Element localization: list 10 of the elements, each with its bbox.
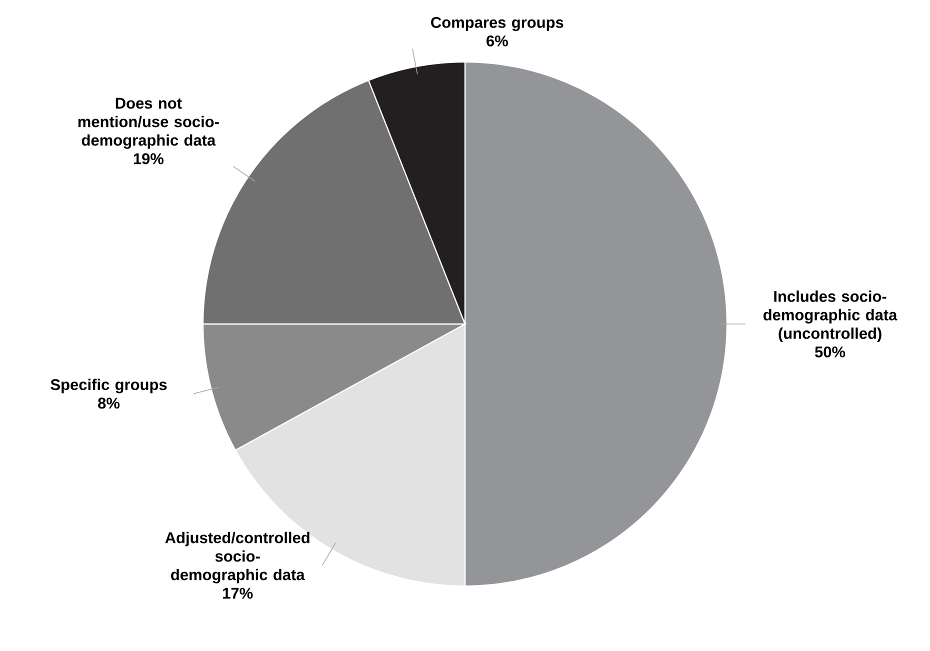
slice-label: Specific groups	[50, 378, 167, 394]
data-label: 6%	[486, 35, 508, 46]
data-label: 19%	[134, 153, 164, 164]
slice-label: Compares groups	[431, 16, 564, 32]
slice-label: Includes socio-demographic data (uncontrolled)	[764, 290, 898, 342]
slice-label: Does not mention/use socio-demographic data	[78, 98, 219, 149]
data-label: 50%	[815, 346, 846, 358]
data-label: 17%	[223, 588, 253, 599]
slice-label: Adjusted/controlled socio-demographic data	[165, 532, 310, 584]
data-label: 8%	[98, 398, 120, 409]
